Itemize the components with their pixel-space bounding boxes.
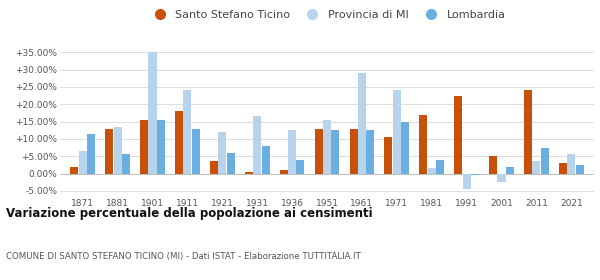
Bar — [262, 146, 269, 174]
Bar — [148, 52, 157, 174]
Bar — [192, 129, 200, 174]
Bar — [140, 120, 148, 174]
Bar — [288, 130, 296, 174]
Bar — [463, 174, 470, 189]
Bar — [541, 148, 549, 174]
Bar — [497, 174, 506, 182]
Bar — [157, 120, 165, 174]
Bar — [506, 167, 514, 174]
Bar — [524, 90, 532, 174]
Bar — [471, 174, 479, 175]
Bar — [79, 151, 87, 174]
Bar — [489, 156, 497, 174]
Text: COMUNE DI SANTO STEFANO TICINO (MI) - Dati ISTAT - Elaborazione TUTTITALIA.IT: COMUNE DI SANTO STEFANO TICINO (MI) - Da… — [6, 252, 361, 261]
Bar — [70, 167, 79, 174]
Bar — [366, 130, 374, 174]
Bar — [122, 155, 130, 174]
Bar — [113, 127, 122, 174]
Bar — [184, 90, 191, 174]
Bar — [385, 137, 392, 174]
Bar — [314, 129, 323, 174]
Bar — [532, 161, 541, 174]
Bar — [358, 73, 366, 174]
Bar — [454, 96, 462, 174]
Bar — [331, 130, 340, 174]
Bar — [350, 129, 358, 174]
Bar — [401, 122, 409, 174]
Bar — [87, 134, 95, 174]
Bar — [568, 155, 575, 174]
Text: Variazione percentuale della popolazione ai censimenti: Variazione percentuale della popolazione… — [6, 207, 373, 220]
Bar — [218, 132, 226, 174]
Bar — [559, 163, 567, 174]
Bar — [419, 115, 427, 174]
Bar — [436, 160, 444, 174]
Legend: Santo Stefano Ticino, Provincia di MI, Lombardia: Santo Stefano Ticino, Provincia di MI, L… — [144, 5, 510, 24]
Bar — [323, 120, 331, 174]
Bar — [105, 129, 113, 174]
Bar — [280, 170, 288, 174]
Bar — [227, 153, 235, 174]
Bar — [428, 168, 436, 174]
Bar — [210, 161, 218, 174]
Bar — [296, 160, 304, 174]
Bar — [175, 111, 183, 174]
Bar — [393, 90, 401, 174]
Bar — [245, 172, 253, 174]
Bar — [253, 116, 261, 174]
Bar — [575, 165, 584, 174]
